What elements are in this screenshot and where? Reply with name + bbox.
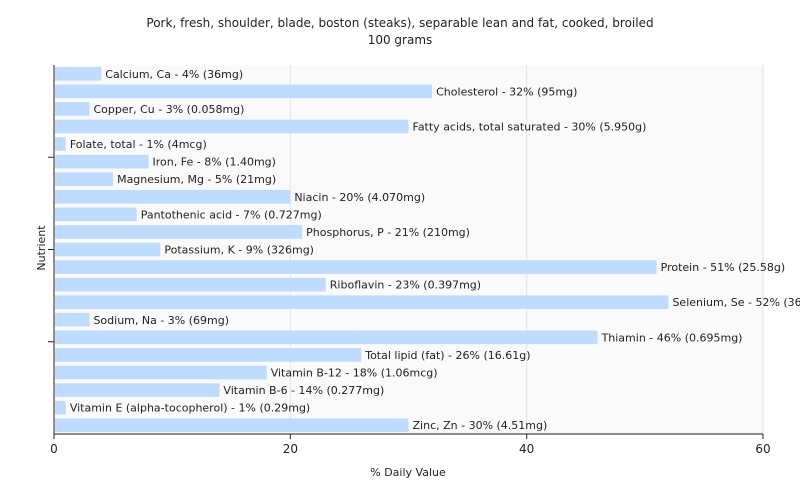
bar [55, 365, 267, 380]
bar-label: Calcium, Ca - 4% (36mg) [105, 68, 243, 81]
bar [55, 277, 326, 292]
bar-label: Vitamin B-6 - 14% (0.277mg) [223, 384, 384, 397]
bar [55, 137, 66, 151]
bar [55, 295, 669, 310]
bar [55, 330, 598, 345]
bar [55, 260, 657, 274]
chart-title: Pork, fresh, shoulder, blade, boston (st… [146, 16, 653, 30]
bar-label: Magnesium, Mg - 5% (21mg) [117, 173, 276, 186]
bar-label: Fatty acids, total saturated - 30% (5.95… [413, 121, 647, 134]
y-axis-label: Nutrient [35, 225, 48, 271]
x-axis-label: % Daily Value [370, 466, 446, 479]
axes-group [48, 65, 763, 435]
chart-subtitle: 100 grams [368, 33, 433, 47]
bar-label: Pantothenic acid - 7% (0.727mg) [141, 208, 322, 221]
bar-label: Folate, total - 1% (4mcg) [70, 138, 207, 151]
bar-label: Protein - 51% (25.58g) [661, 261, 786, 274]
bar-label: Vitamin B-12 - 18% (1.06mcg) [271, 367, 438, 380]
bar [55, 242, 161, 257]
bar-label: Vitamin E (alpha-tocopherol) - 1% (0.29m… [70, 402, 310, 415]
x-tick-label: 40 [519, 442, 534, 456]
x-ticks-group: 0 20 40 60 [50, 434, 771, 456]
bar [55, 189, 291, 204]
bar [55, 172, 114, 187]
bar-label: Zinc, Zn - 30% (4.51mg) [413, 419, 548, 432]
bar [55, 418, 409, 433]
bar-label: Cholesterol - 32% (95mg) [436, 85, 577, 98]
bar-label: Niacin - 20% (4.070mg) [294, 191, 425, 204]
bar [55, 383, 220, 397]
bar-label: Sodium, Na - 3% (69mg) [93, 314, 229, 327]
x-tick-label: 20 [283, 442, 298, 456]
bar-label: Phosphorus, P - 21% (210mg) [306, 226, 470, 239]
bar-label: Total lipid (fat) - 26% (16.61g) [364, 349, 530, 362]
bar-label: Thiamin - 46% (0.695mg) [601, 331, 743, 344]
bar [55, 154, 149, 169]
bar-label: Iron, Fe - 8% (1.40mg) [153, 156, 276, 169]
bar-label: Riboflavin - 23% (0.397mg) [330, 279, 481, 292]
bars-group: Calcium, Ca - 4% (36mg) Cholesterol - 32%… [55, 66, 800, 433]
bar-label: Selenium, Se - 52% (36.3mcg) [672, 296, 800, 309]
bar [55, 225, 303, 239]
bar-label: Copper, Cu - 3% (0.058mg) [93, 103, 244, 116]
x-tick-label: 60 [755, 442, 770, 456]
bar [55, 207, 137, 222]
bar [55, 84, 433, 99]
bar [55, 66, 102, 81]
bar [55, 119, 409, 134]
bar [55, 312, 90, 327]
bar [55, 102, 90, 116]
bar [55, 400, 66, 415]
bar [55, 348, 362, 362]
bar-label: Potassium, K - 9% (326mg) [164, 244, 314, 257]
x-tick-label: 0 [50, 442, 58, 456]
